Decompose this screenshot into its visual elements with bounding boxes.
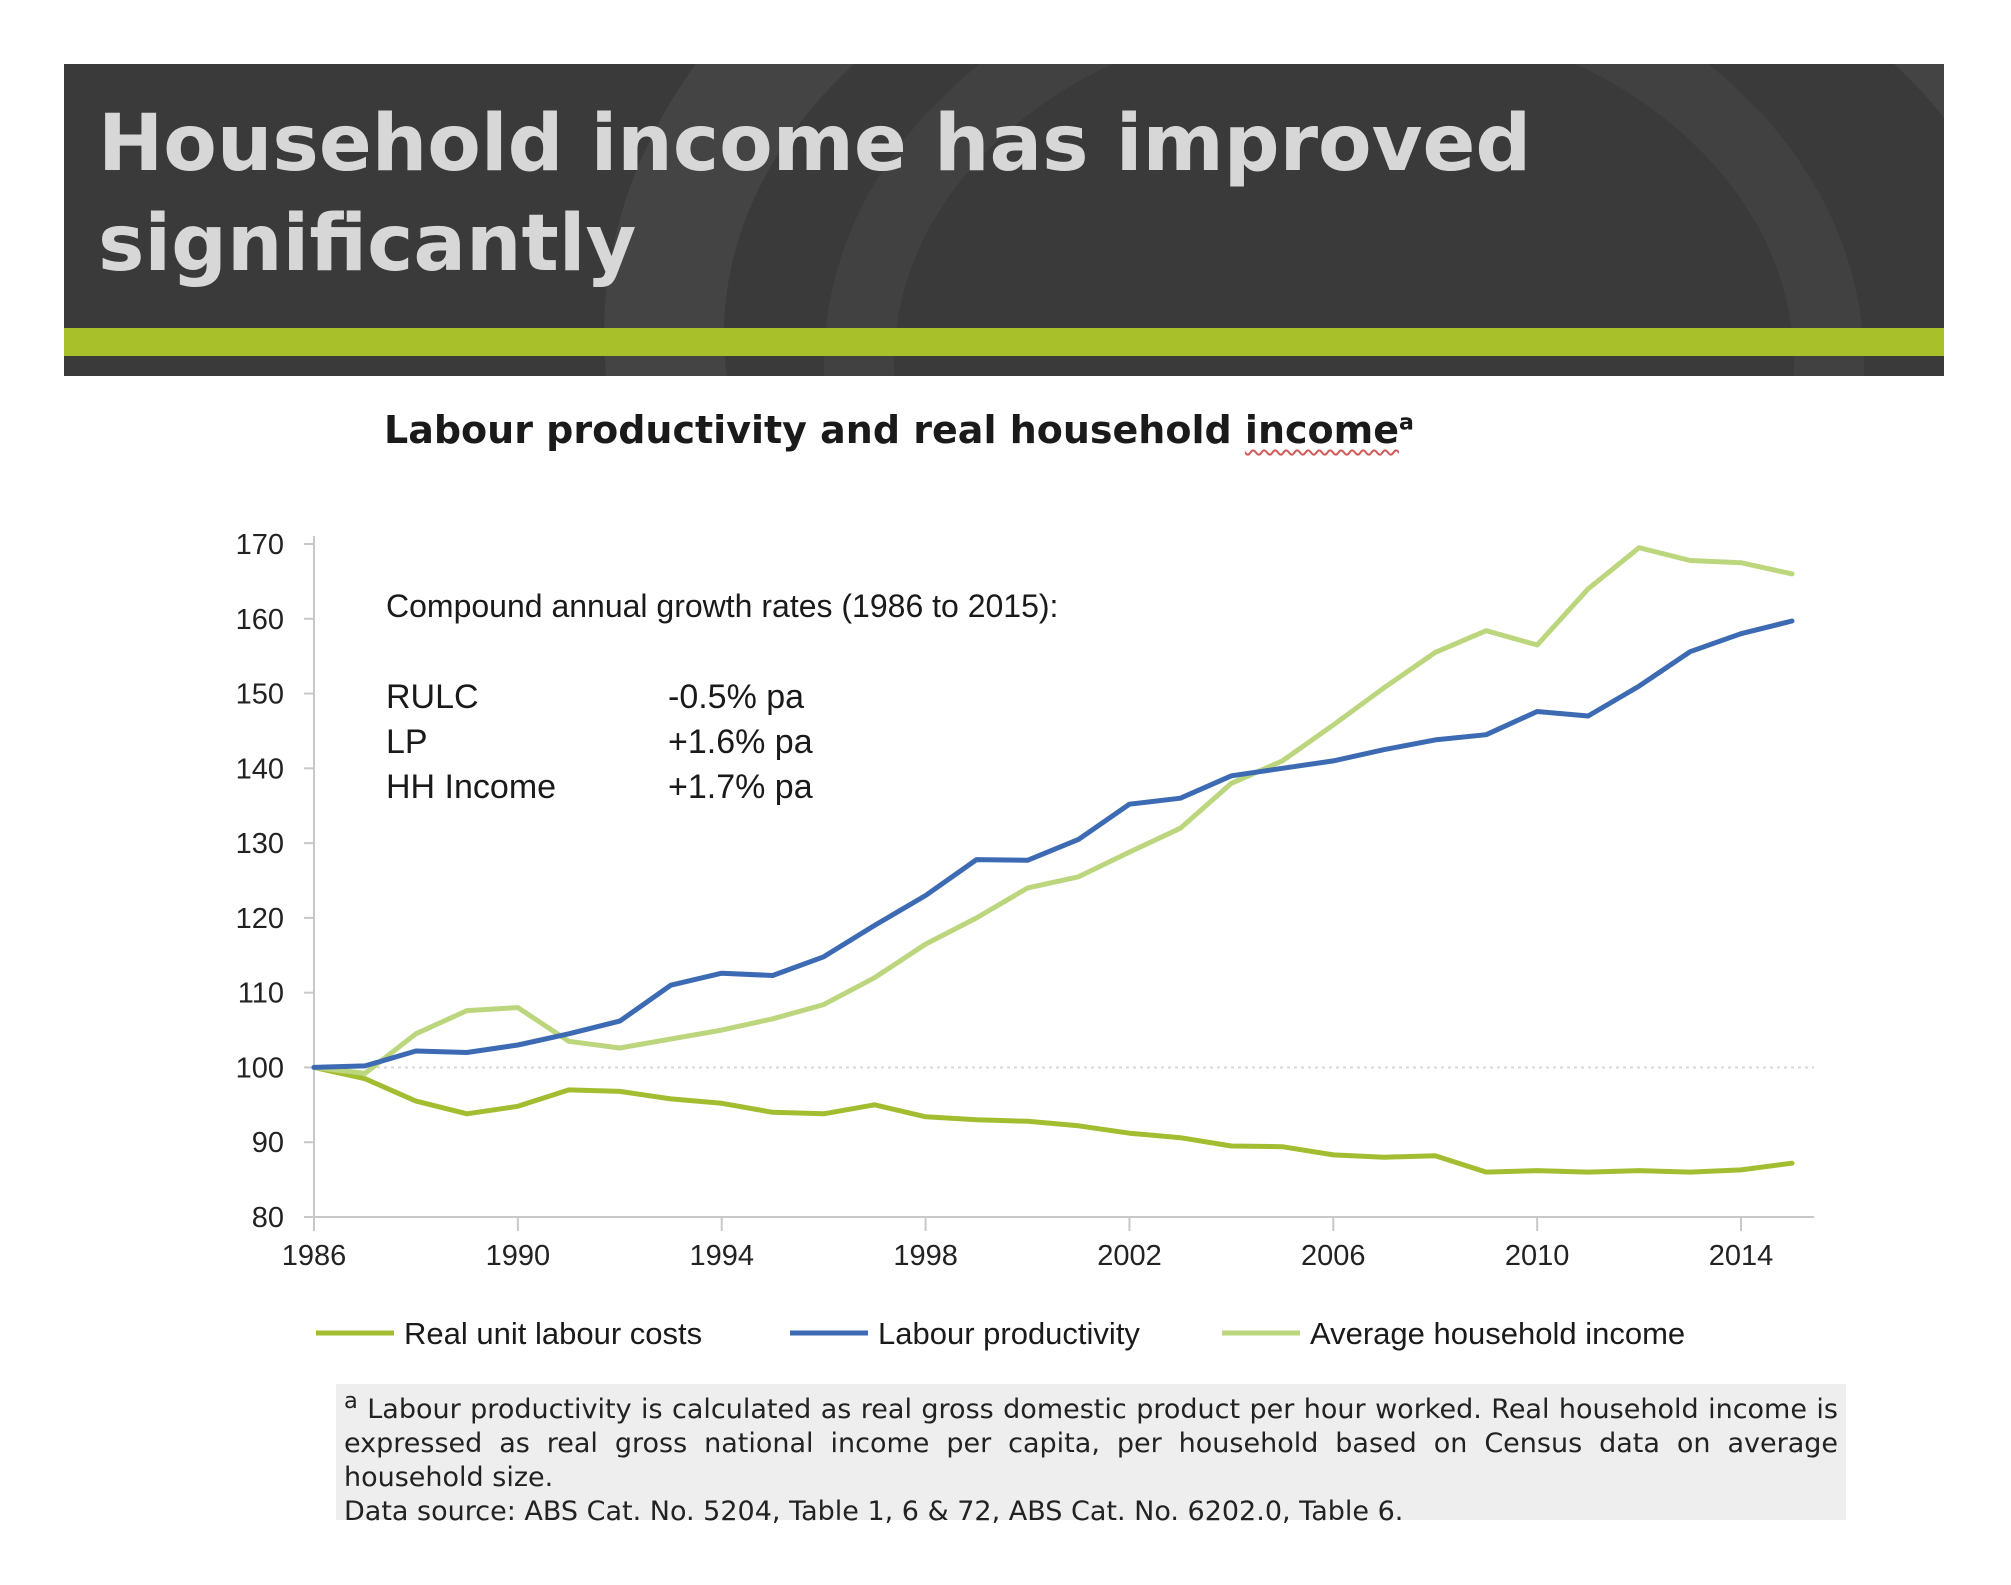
- chart-title-text: Labour productivity and real household: [384, 408, 1245, 452]
- y-tick-label: 160: [236, 604, 284, 636]
- y-tick-label: 120: [236, 903, 284, 935]
- legend-label: Average household income: [1310, 1316, 1685, 1351]
- x-tick-label: 1986: [282, 1240, 347, 1272]
- annotation-value: -0.5% pa: [668, 678, 804, 716]
- x-tick-label: 1998: [893, 1240, 958, 1272]
- y-tick-label: 90: [252, 1127, 284, 1159]
- x-tick-label: 1994: [689, 1240, 754, 1272]
- footnote-text: a Labour productivity is calculated as r…: [344, 1384, 1838, 1495]
- y-tick-label: 110: [238, 978, 284, 1010]
- chart-title: Labour productivity and real household i…: [384, 408, 1414, 452]
- y-tick-label: 80: [252, 1202, 284, 1234]
- slide-title: Household income has improved significan…: [98, 99, 1532, 289]
- title-banner: Household income has improved significan…: [64, 64, 1944, 376]
- annotation-label: RULC: [386, 678, 479, 716]
- x-tick-label: 2002: [1097, 1240, 1162, 1272]
- legend-label: Real unit labour costs: [404, 1316, 702, 1351]
- chart-title-underlined-word: income: [1244, 408, 1399, 452]
- annotation-label: LP: [386, 723, 428, 761]
- x-tick-label: 2006: [1301, 1240, 1366, 1272]
- y-tick-label: 150: [236, 679, 284, 711]
- chart-title-superscript: a: [1399, 410, 1414, 436]
- y-tick-label: 170: [236, 529, 284, 561]
- y-tick-label: 100: [236, 1052, 284, 1084]
- banner-accent-stripe: [64, 328, 1944, 356]
- y-tick-label: 130: [236, 828, 284, 860]
- x-tick-label: 1990: [486, 1240, 551, 1272]
- series-line-real-unit-labour-costs: [311, 1064, 1795, 1175]
- footnote-marker: a: [344, 1388, 358, 1414]
- annotation-label: HH Income: [386, 768, 556, 806]
- x-tick-label: 2014: [1709, 1240, 1774, 1272]
- annotation-heading: Compound annual growth rates (1986 to 20…: [386, 588, 1058, 624]
- legend-label: Labour productivity: [878, 1316, 1140, 1351]
- x-tick-label: 2010: [1505, 1240, 1570, 1272]
- footnote-body: Labour productivity is calculated as rea…: [344, 1394, 1838, 1493]
- annotation-value: +1.7% pa: [668, 768, 813, 806]
- y-tick-label: 140: [236, 753, 284, 785]
- series-line-average-household-income: [311, 545, 1795, 1076]
- footnote: a Labour productivity is calculated as r…: [336, 1384, 1846, 1527]
- annotation-value: +1.6% pa: [668, 723, 813, 761]
- data-source: Data source: ABS Cat. No. 5204, Table 1,…: [344, 1496, 1404, 1527]
- series-line-labour-productivity: [311, 618, 1795, 1070]
